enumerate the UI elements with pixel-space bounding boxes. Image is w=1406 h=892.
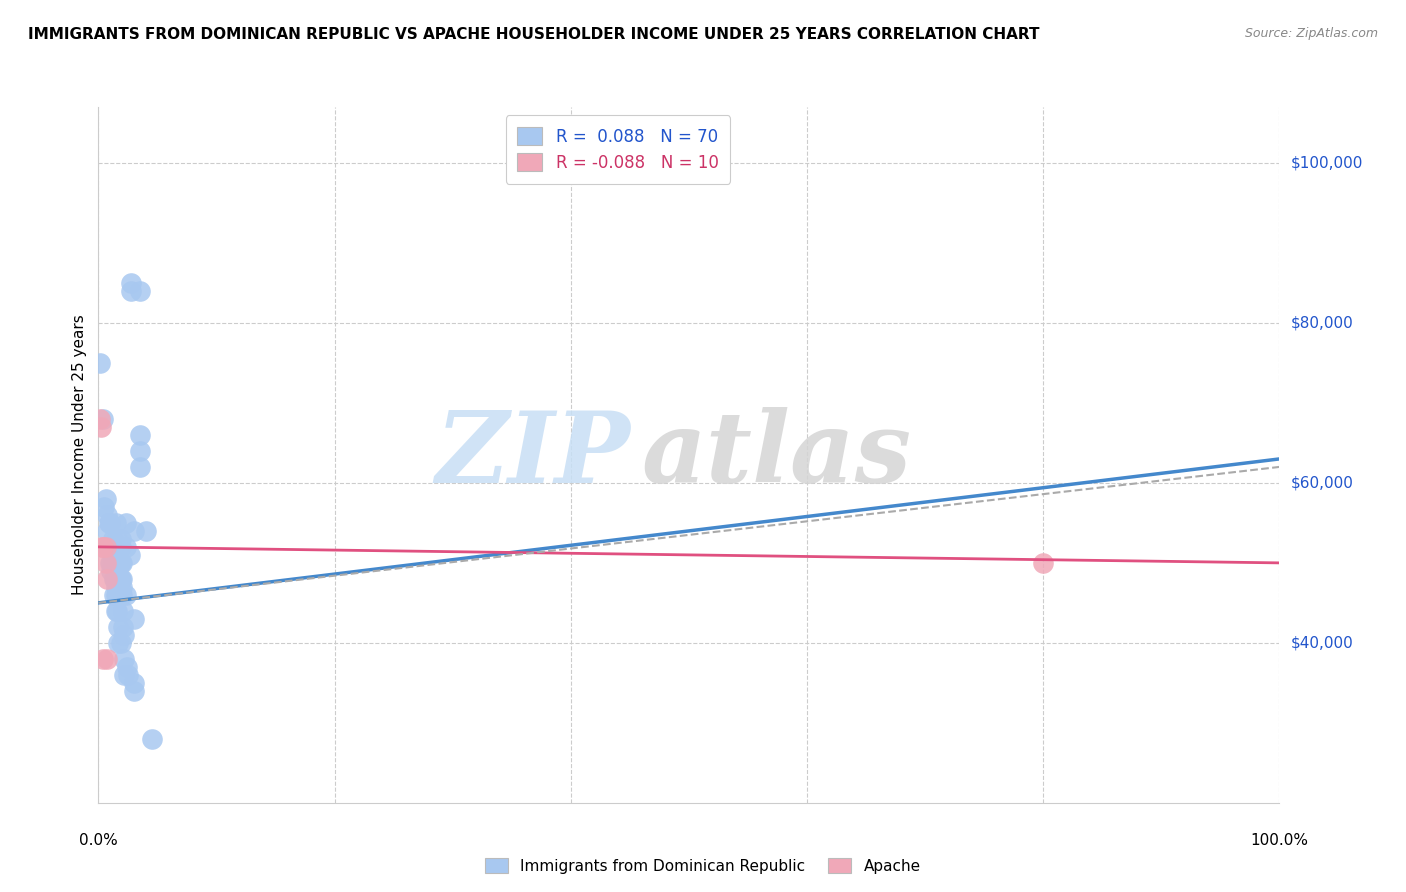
Point — [108, 556, 131, 570]
Point — [108, 540, 131, 554]
Point — [122, 676, 145, 690]
Point — [91, 652, 114, 666]
Point — [111, 556, 134, 570]
Point — [105, 588, 128, 602]
Text: $80,000: $80,000 — [1291, 316, 1354, 330]
Point — [110, 532, 132, 546]
Point — [128, 459, 150, 474]
Point — [98, 556, 121, 570]
Point — [128, 428, 150, 442]
Text: 0.0%: 0.0% — [79, 833, 118, 848]
Point — [110, 556, 132, 570]
Point — [105, 548, 128, 562]
Point — [105, 516, 128, 530]
Point — [114, 540, 136, 554]
Point — [103, 572, 125, 586]
Point — [112, 604, 135, 618]
Point — [122, 612, 145, 626]
Point — [105, 588, 128, 602]
Text: atlas: atlas — [641, 407, 911, 503]
Point — [135, 524, 157, 538]
Text: IMMIGRANTS FROM DOMINICAN REPUBLIC VS APACHE HOUSEHOLDER INCOME UNDER 25 YEARS C: IMMIGRANTS FROM DOMINICAN REPUBLIC VS AP… — [28, 27, 1039, 42]
Point — [94, 556, 117, 570]
Text: 100.0%: 100.0% — [1250, 833, 1309, 848]
Point — [93, 500, 115, 514]
Point — [141, 731, 163, 746]
Point — [105, 532, 128, 546]
Point — [115, 660, 138, 674]
Point — [120, 548, 142, 562]
Point — [111, 580, 134, 594]
Text: $100,000: $100,000 — [1291, 155, 1362, 170]
Point — [89, 412, 111, 426]
Point — [97, 540, 120, 554]
Point — [98, 540, 121, 554]
Legend: Immigrants from Dominican Republic, Apache: Immigrants from Dominican Republic, Apac… — [479, 852, 927, 880]
Text: ZIP: ZIP — [434, 407, 630, 503]
Point — [110, 540, 132, 554]
Point — [107, 636, 129, 650]
Point — [90, 420, 112, 434]
Point — [105, 572, 128, 586]
Point — [108, 572, 131, 586]
Point — [111, 572, 134, 586]
Point — [94, 491, 117, 506]
Point — [110, 572, 132, 586]
Point — [98, 516, 121, 530]
Point — [112, 620, 135, 634]
Point — [114, 516, 136, 530]
Point — [122, 683, 145, 698]
Point — [105, 572, 128, 586]
Point — [112, 628, 135, 642]
Point — [101, 532, 124, 546]
Point — [91, 412, 114, 426]
Text: $60,000: $60,000 — [1291, 475, 1354, 491]
Point — [105, 580, 128, 594]
Point — [1032, 556, 1054, 570]
Point — [110, 636, 132, 650]
Point — [107, 620, 129, 634]
Point — [101, 548, 124, 562]
Point — [128, 284, 150, 298]
Text: Source: ZipAtlas.com: Source: ZipAtlas.com — [1244, 27, 1378, 40]
Y-axis label: Householder Income Under 25 years: Householder Income Under 25 years — [72, 315, 87, 595]
Point — [111, 588, 134, 602]
Point — [96, 508, 118, 522]
Point — [112, 668, 135, 682]
Point — [104, 572, 127, 586]
Point — [105, 556, 128, 570]
Point — [100, 564, 122, 578]
Point — [96, 652, 118, 666]
Point — [122, 524, 145, 538]
Point — [104, 548, 127, 562]
Point — [112, 652, 135, 666]
Point — [121, 276, 143, 290]
Point — [91, 540, 114, 554]
Point — [96, 572, 118, 586]
Point — [105, 540, 128, 554]
Point — [114, 588, 136, 602]
Point — [100, 556, 122, 570]
Point — [110, 588, 132, 602]
Point — [101, 556, 124, 570]
Legend: R =  0.088   N = 70, R = -0.088   N = 10: R = 0.088 N = 70, R = -0.088 N = 10 — [506, 115, 730, 184]
Point — [96, 524, 118, 538]
Point — [91, 540, 114, 554]
Point — [98, 516, 121, 530]
Point — [128, 444, 150, 458]
Point — [103, 588, 125, 602]
Point — [89, 356, 111, 370]
Point — [121, 284, 143, 298]
Point — [105, 604, 128, 618]
Point — [105, 604, 128, 618]
Point — [94, 540, 117, 554]
Text: $40,000: $40,000 — [1291, 635, 1354, 650]
Point — [117, 668, 139, 682]
